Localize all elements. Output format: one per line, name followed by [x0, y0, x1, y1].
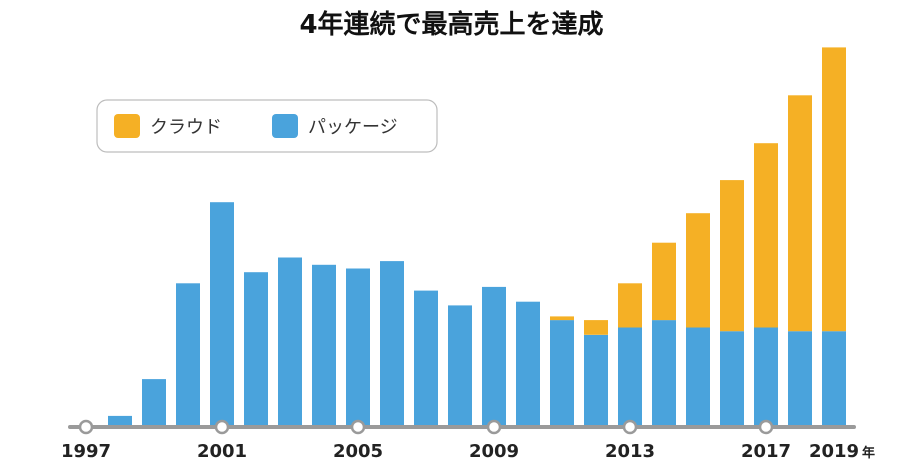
bar-package-2011: [550, 320, 574, 427]
x-tick-label-2005: 2005: [333, 441, 383, 462]
x-tick-marker-2017: [758, 419, 774, 435]
bar-cloud-2013: [618, 283, 642, 328]
bar-package-1998: [108, 415, 132, 427]
bar-package-2015: [686, 327, 710, 427]
bar-package-2013: [618, 327, 642, 427]
bar-package-2019: [822, 331, 846, 427]
bar-package-2002: [244, 272, 268, 427]
legend-box: [96, 99, 438, 153]
bar-cloud-2015: [686, 213, 710, 328]
bar-cloud-2014: [652, 242, 676, 321]
bar-package-2006: [380, 261, 404, 427]
legend-label-cloud: クラウド: [150, 117, 222, 138]
bars-group: [108, 47, 846, 427]
legend-swatch-package: [272, 114, 298, 138]
x-tick-marker-2013: [622, 419, 638, 435]
bar-package-2003: [278, 257, 302, 427]
x-tick-label-2009: 2009: [469, 441, 519, 462]
bar-package-2009: [482, 286, 506, 427]
bar-package-2016: [720, 331, 744, 427]
bar-package-2018: [788, 331, 812, 427]
bar-package-2012: [584, 334, 608, 427]
bar-cloud-2017: [754, 143, 778, 328]
legend-label-package: パッケージ: [308, 117, 398, 138]
chart-title: 4年連続で最高売上を達成: [299, 10, 604, 40]
x-tick-marker-2009: [486, 419, 502, 435]
bar-cloud-2019: [822, 47, 846, 332]
x-axis: 1997 2001 2005 2009 2013 2017 2019 年: [61, 419, 875, 462]
bar-package-2010: [516, 301, 540, 427]
x-tick-label-1997: 1997: [61, 441, 111, 462]
x-tick-marker-2005: [350, 419, 366, 435]
bar-package-1999: [142, 379, 166, 427]
bar-cloud-2011: [550, 316, 574, 321]
x-tick-label-2019: 2019: [809, 441, 859, 462]
x-tick-label-2017: 2017: [741, 441, 791, 462]
x-tick-label-2001: 2001: [197, 441, 247, 462]
bar-package-2000: [176, 283, 200, 427]
legend-swatch-cloud: [114, 114, 140, 138]
x-tick-marker-2001: [214, 419, 230, 435]
bar-cloud-2012: [584, 320, 608, 335]
bar-cloud-2016: [720, 180, 744, 332]
bar-cloud-2018: [788, 95, 812, 332]
legend: クラウド パッケージ: [96, 99, 438, 153]
x-axis-unit: 年: [862, 445, 875, 461]
bar-package-2001: [210, 202, 234, 427]
bar-package-2004: [312, 264, 336, 427]
bar-package-2005: [346, 268, 370, 427]
bar-package-2008: [448, 305, 472, 427]
bar-package-2017: [754, 327, 778, 427]
x-tick-marker-1997: [78, 419, 94, 435]
bar-package-2007: [414, 290, 438, 427]
bar-package-2014: [652, 320, 676, 427]
x-tick-label-2013: 2013: [605, 441, 655, 462]
